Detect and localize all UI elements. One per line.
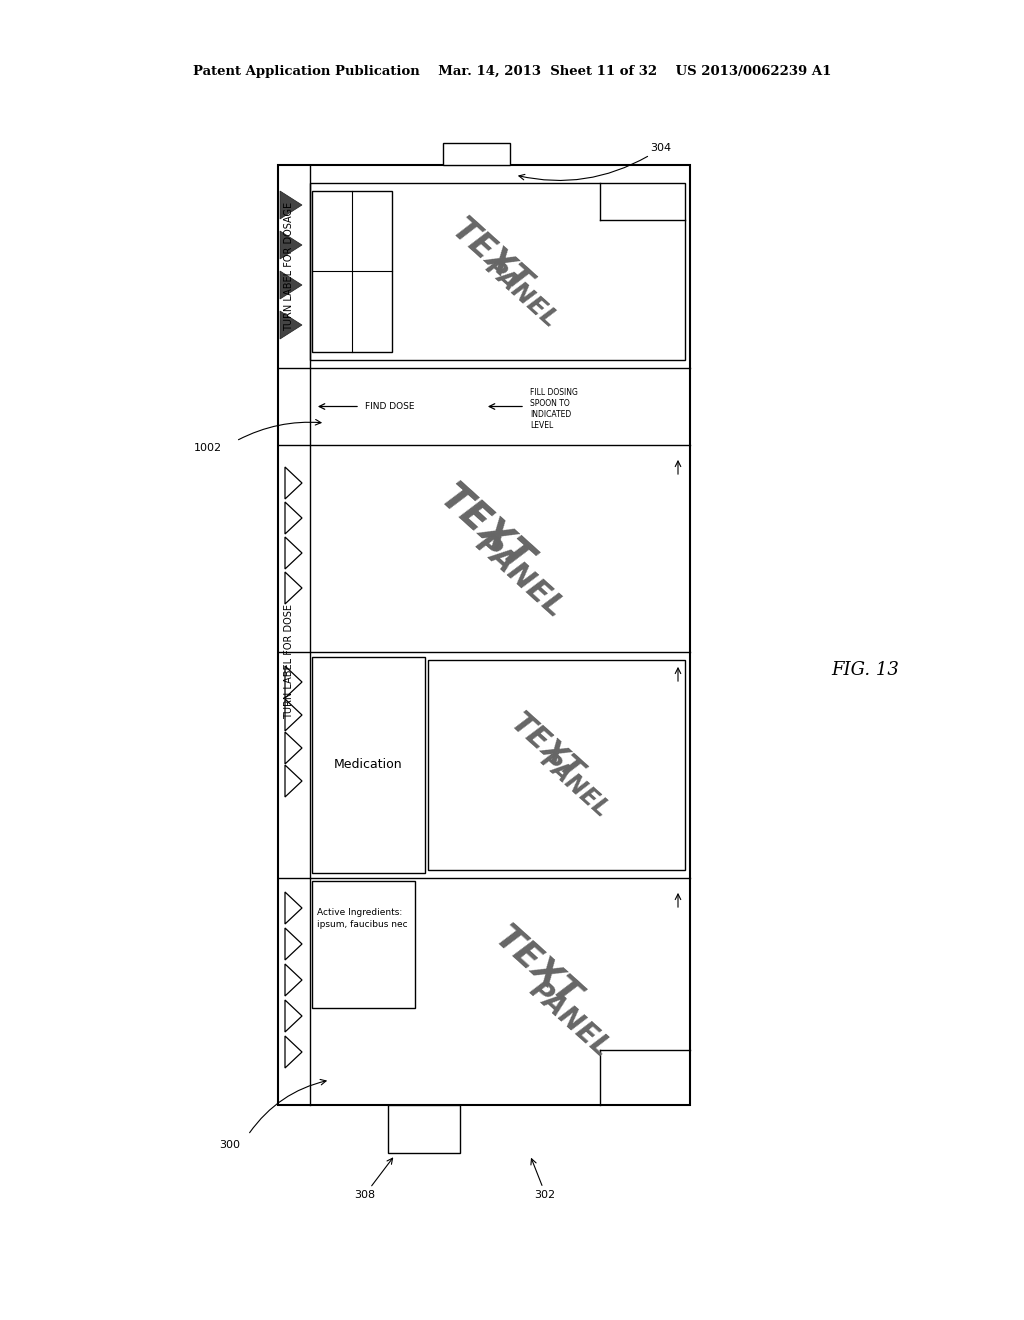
Bar xyxy=(312,657,425,873)
Text: FILL DOSING
SPOON TO
INDICATED
LEVEL: FILL DOSING SPOON TO INDICATED LEVEL xyxy=(530,388,578,430)
Text: 300: 300 xyxy=(219,1140,241,1150)
Text: FIG. 13: FIG. 13 xyxy=(831,661,899,678)
Bar xyxy=(312,191,392,352)
Text: Active Ingredients:
ipsum, faucibus nec: Active Ingredients: ipsum, faucibus nec xyxy=(317,908,408,929)
Bar xyxy=(428,660,685,870)
Bar xyxy=(388,1105,460,1152)
Text: TURN LABEL FOR DOSAGE: TURN LABEL FOR DOSAGE xyxy=(284,202,294,331)
Text: PANEL: PANEL xyxy=(470,529,570,624)
Polygon shape xyxy=(280,191,302,219)
Bar xyxy=(310,183,685,360)
Text: TEXT: TEXT xyxy=(445,213,537,300)
Text: 1002: 1002 xyxy=(194,444,222,453)
Text: PANEL: PANEL xyxy=(523,975,615,1063)
Text: TEXT: TEXT xyxy=(487,920,586,1014)
Bar xyxy=(312,880,415,1008)
Text: 304: 304 xyxy=(650,143,671,153)
Bar xyxy=(278,165,690,1105)
Text: TEXT: TEXT xyxy=(431,478,539,579)
Text: TURN LABEL FOR DOSE: TURN LABEL FOR DOSE xyxy=(284,605,294,719)
Bar xyxy=(443,143,510,165)
Text: PANEL: PANEL xyxy=(480,255,562,333)
Polygon shape xyxy=(280,312,302,339)
Polygon shape xyxy=(280,271,302,300)
Text: FIND DOSE: FIND DOSE xyxy=(365,403,415,411)
Text: 308: 308 xyxy=(354,1191,376,1200)
Text: PANEL: PANEL xyxy=(536,748,613,822)
Text: Medication: Medication xyxy=(334,759,402,771)
Text: TEXT: TEXT xyxy=(505,708,588,787)
Text: 302: 302 xyxy=(535,1191,556,1200)
Text: Patent Application Publication    Mar. 14, 2013  Sheet 11 of 32    US 2013/00622: Patent Application Publication Mar. 14, … xyxy=(193,66,831,78)
Polygon shape xyxy=(280,231,302,259)
